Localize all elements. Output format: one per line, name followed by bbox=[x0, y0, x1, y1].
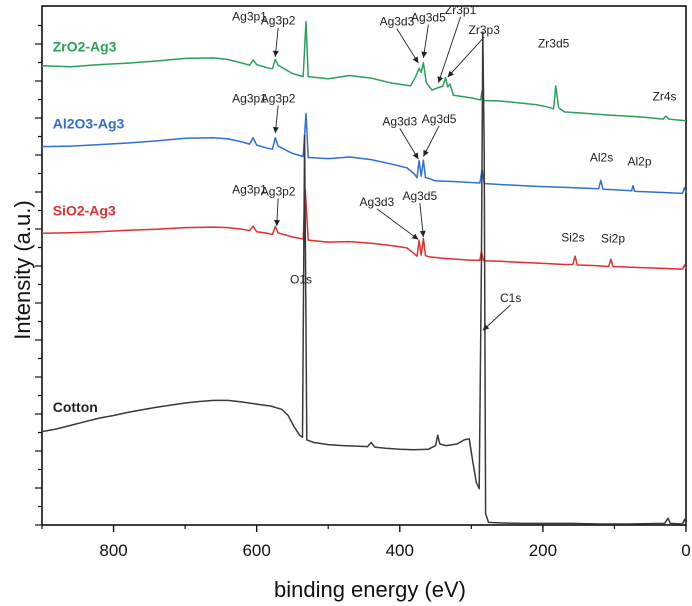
x-axis-title: binding energy (eV) bbox=[274, 577, 466, 602]
annotation-arrowhead bbox=[412, 152, 419, 160]
peak-annotation: Ag3p2 bbox=[261, 184, 296, 198]
peak-annotation: Al2p bbox=[627, 154, 651, 168]
peak-annotation: Si2s bbox=[561, 231, 584, 245]
x-tick-label: 400 bbox=[386, 541, 414, 560]
peak-annotation: Zr3d5 bbox=[538, 37, 570, 51]
peak-annotation: Ag3p2 bbox=[261, 92, 296, 106]
annotation-arrowhead bbox=[272, 126, 279, 134]
annotation-arrow bbox=[396, 28, 419, 64]
x-tick-label: 800 bbox=[99, 541, 127, 560]
peak-annotation: Ag3d5 bbox=[411, 11, 446, 25]
annotation-arrowhead bbox=[411, 233, 419, 240]
annotation-arrowhead bbox=[421, 51, 428, 58]
peak-annotation: Ag3p1 bbox=[232, 92, 267, 106]
peak-annotation: Zr4s bbox=[653, 89, 677, 103]
series-label: SiO2-Ag3 bbox=[53, 203, 116, 219]
series-label: Al2O3-Ag3 bbox=[53, 115, 125, 131]
annotation-arrowhead bbox=[423, 149, 429, 157]
annotation-arrowhead bbox=[274, 219, 281, 227]
series-line-zro2-ag3 bbox=[41, 20, 687, 122]
series-layer bbox=[41, 20, 687, 525]
series-line-sio2-ag3 bbox=[41, 189, 687, 270]
peak-annotation: Ag3p2 bbox=[261, 14, 296, 28]
peak-annotation: Ag3d3 bbox=[360, 195, 395, 209]
annotation-arrowhead bbox=[412, 56, 419, 64]
annotation-arrowhead bbox=[482, 324, 490, 331]
annotation-arrow bbox=[482, 304, 511, 331]
peak-annotation: Ag3d3 bbox=[382, 114, 417, 128]
annotation-arrowhead bbox=[419, 230, 426, 237]
y-axis-title: Intensity (a.u.) bbox=[10, 200, 35, 339]
series-label: ZrO2-Ag3 bbox=[53, 39, 117, 55]
annotation-arrowhead bbox=[447, 70, 454, 78]
peak-annotation: Si2p bbox=[601, 232, 625, 246]
annotation-arrowhead bbox=[272, 50, 279, 57]
peak-annotation: Ag3d5 bbox=[422, 112, 457, 126]
x-tick-label: 200 bbox=[529, 541, 557, 560]
x-tick-label: 0 bbox=[681, 541, 690, 560]
annotation-arrow bbox=[447, 36, 485, 78]
peak-annotation: Ag3d5 bbox=[402, 189, 437, 203]
peak-annotation: Ag3p1 bbox=[232, 182, 267, 196]
peak-annotation: O1s bbox=[290, 273, 312, 287]
series-line-cotton bbox=[41, 31, 687, 525]
peak-annotation: Zr3p3 bbox=[469, 23, 501, 37]
annotation-arrow bbox=[376, 208, 419, 240]
axis-layer: 800 600 400 200 0 bbox=[35, 24, 691, 560]
series-label-layer: ZrO2-Ag3 Al2O3-Ag3 SiO2-Ag3 Cotton bbox=[53, 39, 125, 415]
peak-annotation: Ag3d3 bbox=[380, 15, 415, 29]
x-tick-label: 600 bbox=[242, 541, 270, 560]
annotation-arrowhead bbox=[437, 76, 444, 83]
peak-annotation: Zr3p1 bbox=[445, 3, 477, 17]
annotation-arrow bbox=[437, 16, 462, 83]
series-line-al2o3-ag3 bbox=[41, 112, 687, 195]
series-label: Cotton bbox=[53, 399, 98, 415]
peak-annotation: Ag3p1 bbox=[232, 10, 267, 24]
peak-annotation: C1s bbox=[500, 291, 521, 305]
peak-annotation: Al2s bbox=[590, 151, 613, 165]
